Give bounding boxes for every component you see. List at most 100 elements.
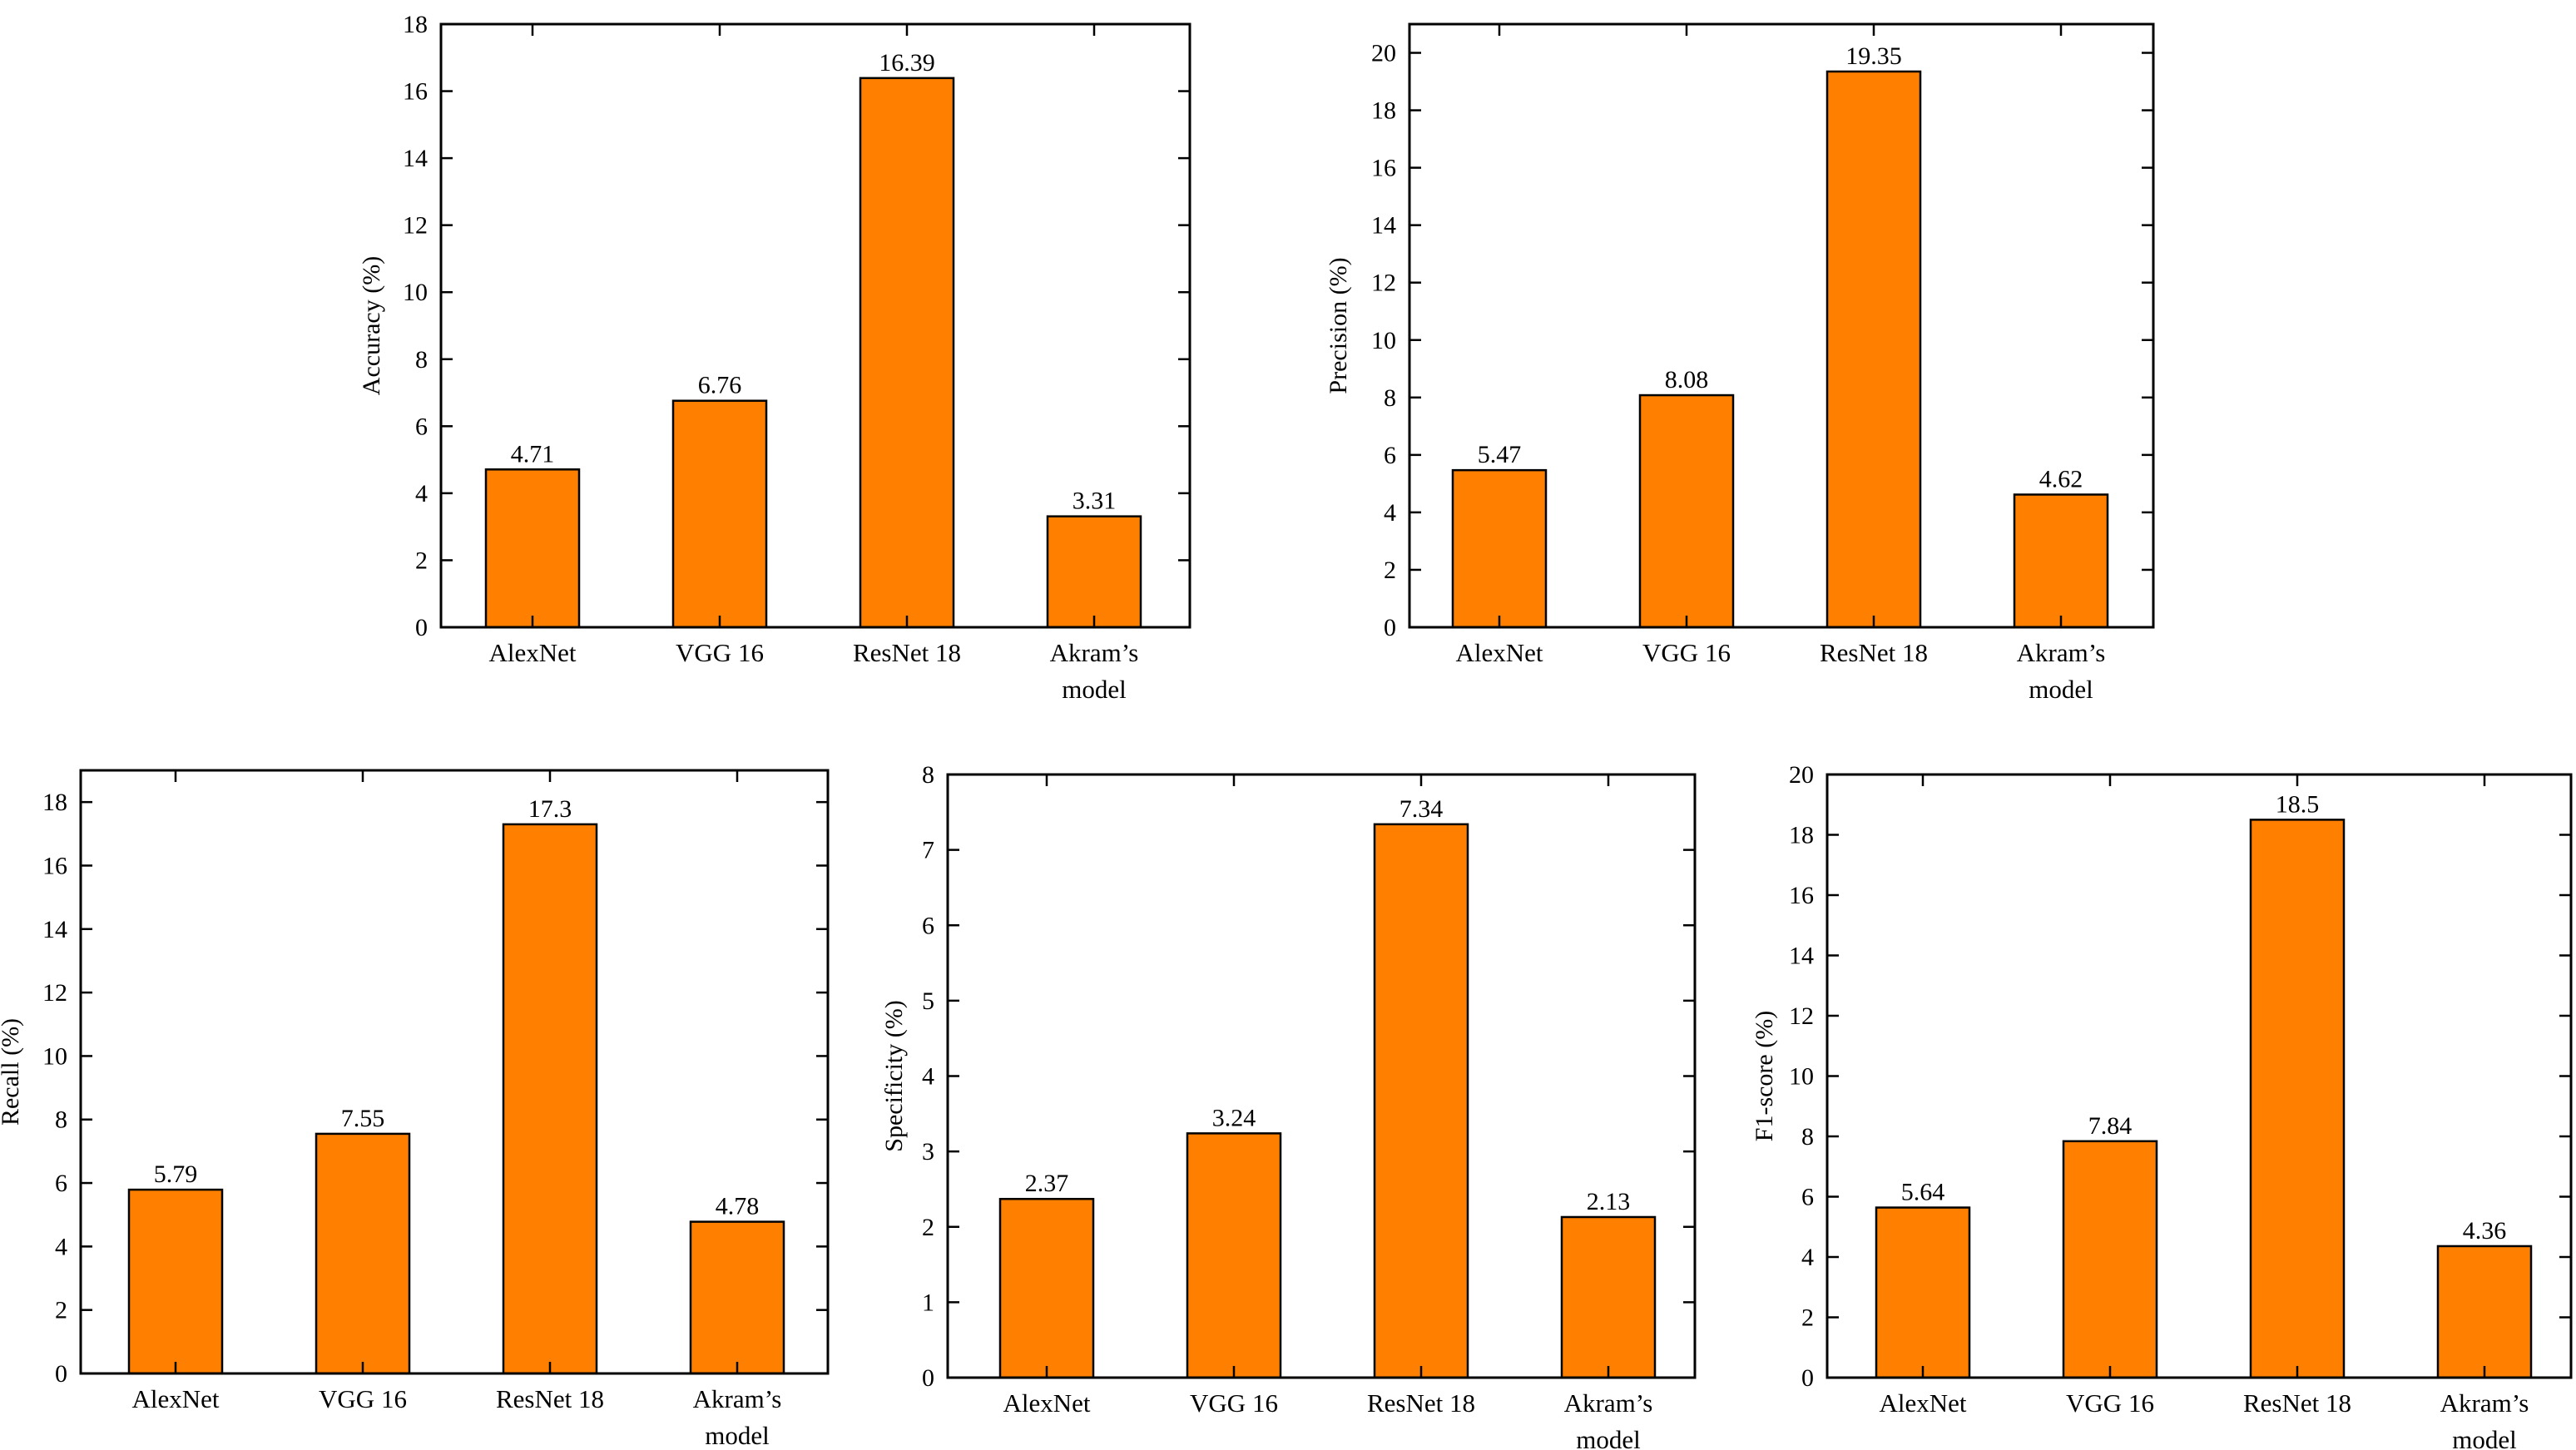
bar-value-label: 2.13 [1587, 1188, 1631, 1215]
bar-value-label: 5.47 [1478, 441, 1522, 468]
bar [2013, 493, 2109, 629]
bar-value-label: 5.79 [154, 1160, 198, 1188]
y-tick-label: 20 [1371, 40, 1396, 67]
y-tick-label: 6 [1801, 1184, 1814, 1211]
bar [689, 1220, 785, 1375]
y-tick-label: 6 [922, 912, 934, 939]
plot-frame [1408, 22, 2155, 629]
x-category-label: VGG 16 [319, 1384, 407, 1413]
y-tick-label: 14 [42, 916, 67, 943]
bar [315, 1132, 411, 1375]
y-tick-label: 8 [55, 1106, 67, 1134]
x-category-label: Akram’s model [1050, 638, 1139, 704]
y-tick-label: 6 [1384, 442, 1396, 469]
bar [2249, 819, 2346, 1379]
y-tick-label: 2 [1801, 1304, 1814, 1332]
x-category-label: VGG 16 [2066, 1388, 2154, 1418]
x-category-label: ResNet 18 [496, 1384, 604, 1413]
y-tick-label: 16 [42, 852, 67, 879]
y-axis-title: Recall (%) [0, 1018, 24, 1126]
bar [1373, 823, 1469, 1379]
y-tick-label: 14 [1789, 943, 1814, 970]
y-tick-label: 14 [403, 145, 428, 172]
bar [127, 1188, 224, 1375]
y-tick-label: 10 [1789, 1063, 1814, 1091]
x-category-label: AlexNet [1003, 1388, 1090, 1418]
bar [484, 468, 581, 629]
y-tick-label: 2 [415, 547, 428, 574]
bar [1186, 1132, 1282, 1379]
x-category-label: Akram’s model [2017, 638, 2106, 704]
bar-value-label: 16.39 [879, 49, 935, 77]
x-category-label: Akram’s model [1564, 1388, 1653, 1450]
bar [998, 1197, 1095, 1379]
bar-value-label: 18.5 [2276, 790, 2320, 818]
plot-frame [439, 22, 1191, 629]
x-category-label: AlexNet [1879, 1388, 1966, 1418]
y-tick-label: 12 [403, 212, 428, 240]
y-tick-label: 3 [922, 1138, 934, 1165]
y-tick-label: 5 [922, 987, 934, 1015]
bar-value-label: 4.36 [2463, 1217, 2507, 1245]
y-tick-label: 18 [1789, 822, 1814, 849]
x-category-label: AlexNet [131, 1384, 219, 1413]
x-category-label: AlexNet [488, 638, 576, 667]
x-category-label: AlexNet [1455, 638, 1543, 667]
bar-value-label: 7.84 [2088, 1112, 2133, 1140]
y-tick-label: 4 [55, 1233, 67, 1260]
y-tick-label: 4 [922, 1063, 934, 1091]
bar-value-label: 4.71 [511, 440, 555, 468]
bar [671, 399, 768, 629]
chart-panel-3: 5.79 7.55 17.3 4.78 0 2 4 6 8 10 12 14 16 18 AlexNet VG… [0, 769, 830, 1450]
y-tick-label: 0 [1384, 614, 1396, 641]
y-tick-label: 10 [42, 1042, 67, 1070]
bar-value-label: 7.55 [341, 1105, 385, 1132]
x-category-label: VGG 16 [1190, 1388, 1278, 1418]
y-axis-title: Precision (%) [1325, 257, 1352, 393]
bar [859, 77, 955, 629]
y-axis-title: F1-score (%) [1751, 1011, 1778, 1141]
bar-value-label: 3.31 [1073, 487, 1117, 515]
y-tick-label: 14 [1371, 212, 1396, 240]
chart-panel-2: 5.47 8.08 19.35 4.62 0 2 4 6 8 10 12 14 16 18 20 AlexNe… [1325, 22, 2155, 704]
y-tick-label: 16 [1371, 155, 1396, 182]
y-tick-label: 18 [1371, 97, 1396, 125]
bar [2062, 1140, 2158, 1379]
x-category-label: ResNet 18 [1820, 638, 1928, 667]
y-tick-label: 18 [403, 11, 428, 38]
bar [1825, 70, 1922, 629]
y-tick-label: 12 [42, 979, 67, 1007]
y-axis-title: Accuracy (%) [358, 256, 385, 395]
y-tick-label: 4 [415, 480, 428, 507]
x-category-label: ResNet 18 [853, 638, 961, 667]
bar-value-label: 7.34 [1399, 795, 1444, 823]
y-tick-label: 8 [415, 346, 428, 374]
x-category-label: Akram’s model [693, 1384, 782, 1450]
y-tick-label: 10 [403, 279, 428, 306]
y-tick-label: 6 [55, 1170, 67, 1197]
bar [1560, 1215, 1657, 1379]
y-tick-label: 0 [1801, 1364, 1814, 1392]
y-tick-label: 1 [922, 1289, 934, 1316]
y-tick-label: 16 [403, 78, 428, 106]
bar-value-label: 19.35 [1845, 42, 1902, 70]
x-category-label: VGG 16 [676, 638, 764, 667]
y-axis-title: Specificity (%) [880, 1000, 908, 1151]
y-tick-label: 8 [1801, 1123, 1814, 1151]
y-tick-label: 0 [415, 614, 428, 641]
bar [1451, 468, 1548, 629]
chart-panel-1: 4.71 6.76 16.39 3.31 0 2 4 6 8 10 12 14 16 18 AlexNet V… [358, 11, 1191, 704]
bar [502, 823, 598, 1375]
y-tick-label: 18 [42, 789, 67, 816]
x-category-label: ResNet 18 [2243, 1388, 2351, 1418]
y-tick-label: 4 [1801, 1244, 1814, 1271]
y-tick-label: 12 [1789, 1002, 1814, 1030]
bar [1046, 515, 1142, 629]
y-tick-label: 2 [1384, 557, 1396, 584]
chart-panel-4: 2.37 3.24 7.34 2.13 0 1 2 3 4 5 6 7 8 AlexNet VGG 16 Re… [880, 761, 1697, 1450]
y-tick-label: 2 [922, 1214, 934, 1241]
x-category-label: Akram’s model [2440, 1388, 2529, 1450]
y-tick-label: 7 [922, 837, 934, 864]
y-tick-label: 8 [1384, 384, 1396, 412]
